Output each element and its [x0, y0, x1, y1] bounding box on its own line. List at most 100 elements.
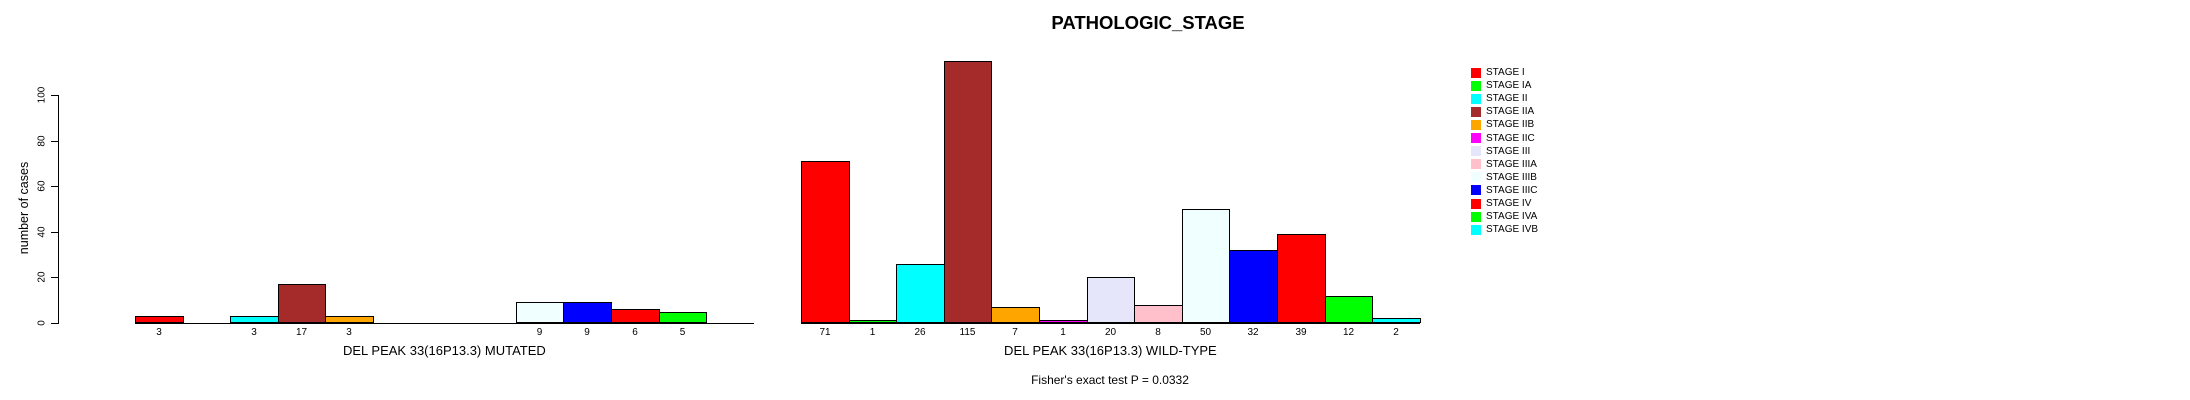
bar-stage-ii [230, 316, 279, 323]
legend-label: STAGE IIA [1486, 106, 1535, 118]
bar-value-label: 39 [1295, 327, 1307, 338]
bar-value-label: 3 [156, 327, 162, 338]
y-tick-label: 80 [36, 135, 48, 147]
legend-label: STAGE IVB [1486, 224, 1539, 236]
bar-stage-iv [1277, 234, 1326, 323]
y-tick-mark [51, 323, 58, 324]
y-tick-mark [51, 232, 58, 233]
legend-label: STAGE IV [1486, 198, 1532, 209]
bar-value-label: 115 [959, 327, 976, 338]
bar-stage-iii [1087, 277, 1135, 323]
bar-stage-iiia [1134, 305, 1183, 323]
bar-value-label: 9 [536, 327, 543, 338]
legend-item: STAGE I [1471, 66, 1525, 79]
x-axis-line [135, 323, 754, 324]
legend-label: STAGE IVA [1486, 211, 1538, 223]
bar-stage-iiib [1182, 209, 1230, 323]
bar-value-label: 71 [819, 327, 831, 338]
legend-item: STAGE III [1471, 145, 1530, 158]
bar-value-label: 26 [914, 327, 926, 338]
legend-label: STAGE IIB [1486, 119, 1535, 131]
bar-stage-iic [1039, 320, 1088, 323]
bar-stage-iiic [1229, 250, 1278, 323]
y-tick-mark [51, 186, 58, 187]
legend-label: STAGE IA [1486, 80, 1532, 92]
legend-swatch-icon [1471, 67, 1481, 78]
legend-swatch-icon [1471, 211, 1481, 222]
legend-item: STAGE IVA [1471, 210, 1537, 223]
legend-swatch-icon [1471, 172, 1481, 183]
bar-value-label: 3 [251, 327, 257, 338]
x-axis-group-label: DEL PEAK 33(16P13.3) WILD-TYPE [1004, 343, 1217, 358]
x-axis-line [801, 323, 1420, 324]
bar-stage-iib [325, 316, 374, 323]
bar-value-label: 8 [1155, 327, 1161, 338]
legend-swatch-icon [1471, 119, 1481, 130]
legend-item: STAGE IV [1471, 197, 1531, 210]
x-axis-group-label: DEL PEAK 33(16P13.3) MUTATED [343, 343, 546, 358]
bar-value-label: 50 [1199, 327, 1212, 338]
bar-value-label: 2 [1393, 327, 1399, 338]
y-tick-label: 0 [36, 320, 48, 326]
bar-value-label: 6 [632, 327, 638, 338]
bar-stage-i [135, 316, 184, 323]
legend-label: STAGE IIIC [1486, 184, 1538, 196]
y-tick-mark [51, 277, 58, 278]
bar-stage-ivb [1372, 318, 1421, 323]
fisher-test-annotation: Fisher's exact test P = 0.0332 [1031, 373, 1189, 387]
bar-stage-iib [991, 307, 1040, 323]
legend-label: STAGE III [1486, 145, 1531, 157]
legend-label: STAGE I [1486, 67, 1525, 78]
bar-value-label: 1 [1060, 327, 1066, 338]
legend-swatch-icon [1471, 198, 1481, 209]
legend-item: STAGE II [1471, 92, 1528, 105]
legend-item: STAGE IIB [1471, 118, 1534, 131]
legend-item: STAGE IIIC [1471, 184, 1538, 197]
legend-swatch-icon [1471, 93, 1481, 104]
y-tick-mark [51, 95, 58, 96]
bar-stage-iiib [516, 302, 564, 323]
legend-item: STAGE IIIB [1471, 171, 1537, 184]
legend-label: STAGE IIIB [1486, 171, 1537, 183]
y-tick-label: 40 [36, 226, 48, 238]
bar-value-label: 32 [1247, 327, 1259, 338]
bar-value-label: 7 [1012, 327, 1018, 338]
legend-swatch-icon [1471, 224, 1481, 235]
y-tick-label: 60 [36, 180, 48, 192]
bar-value-label: 9 [584, 327, 590, 338]
legend-item: STAGE IVB [1471, 223, 1538, 236]
bar-stage-iva [659, 312, 707, 323]
legend-item: STAGE IIC [1471, 132, 1535, 145]
y-axis-line [58, 95, 59, 324]
bar-stage-iia [944, 61, 992, 323]
legend-label: STAGE IIIA [1486, 158, 1537, 170]
legend-swatch-icon [1471, 159, 1481, 170]
y-tick-label: 100 [36, 86, 48, 104]
legend-swatch-icon [1471, 133, 1481, 143]
bar-value-label: 12 [1342, 327, 1355, 338]
legend-swatch-icon [1471, 80, 1481, 91]
bar-value-label: 20 [1104, 327, 1117, 338]
legend-label: STAGE II [1486, 93, 1528, 105]
y-axis-label: number of cases [17, 161, 31, 255]
y-tick-label: 20 [36, 271, 48, 283]
bar-value-label: 17 [295, 327, 308, 338]
bar-stage-iva [1325, 296, 1373, 323]
bar-stage-ii [896, 264, 945, 323]
bar-stage-iiic [563, 302, 612, 323]
legend-swatch-icon [1471, 146, 1481, 157]
bar-stage-iv [611, 309, 660, 323]
bar-value-label: 1 [869, 327, 876, 338]
bar-value-label: 3 [346, 327, 352, 338]
legend-item: STAGE IIA [1471, 105, 1534, 118]
chart-title: PATHOLOGIC_STAGE [1051, 12, 1245, 33]
legend-item: STAGE IA [1471, 79, 1531, 92]
bar-value-label: 5 [679, 327, 686, 338]
legend-item: STAGE IIIA [1471, 158, 1537, 171]
bar-stage-iia [278, 284, 326, 323]
bar-stage-ia [849, 320, 897, 323]
legend-swatch-icon [1471, 185, 1481, 196]
legend-swatch-icon [1471, 106, 1481, 117]
bar-stage-i [801, 161, 850, 323]
